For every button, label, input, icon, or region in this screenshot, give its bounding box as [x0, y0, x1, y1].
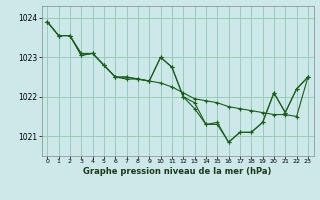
X-axis label: Graphe pression niveau de la mer (hPa): Graphe pression niveau de la mer (hPa) — [84, 167, 272, 176]
